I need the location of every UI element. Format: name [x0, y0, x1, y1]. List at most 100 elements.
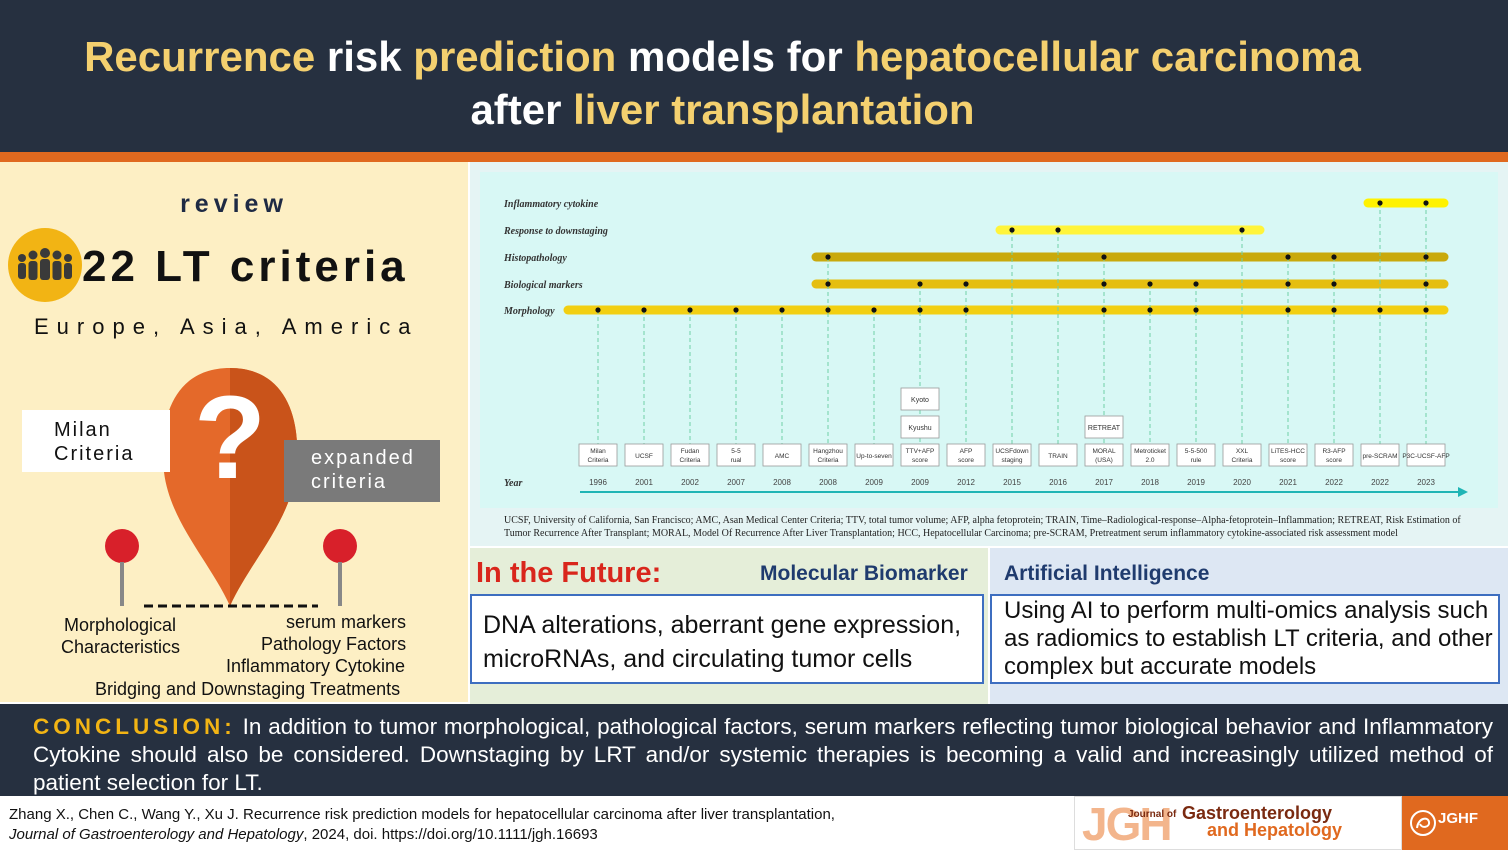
citation-line-2: Journal of Gastroenterology and Hepatolo… [9, 825, 835, 845]
jgh-logo: JGH [1082, 798, 1173, 850]
question-mark-glyph: ? [194, 372, 266, 504]
criterion-label: Kyoto [911, 397, 929, 404]
factor-dot [825, 307, 831, 313]
factor-dot [779, 307, 785, 313]
criterion-box [762, 443, 802, 467]
lt-criteria-count: 22 LT criteria [82, 242, 409, 291]
criterion-box [1084, 415, 1124, 439]
ai-text: Using AI to perform multi-omics analysis… [990, 594, 1500, 684]
header-banner [0, 0, 1508, 152]
year-tick-label: 2012 [957, 478, 975, 487]
people-group-icon [8, 228, 82, 302]
year-tick-label: 2008 [773, 478, 791, 487]
criterion-label: AMC [775, 453, 790, 460]
year-tick-label: 2021 [1279, 478, 1297, 487]
milan-line-1: Milan [54, 419, 112, 441]
future-heading: In the Future: [476, 557, 662, 589]
criterion-label: staging [1002, 457, 1023, 464]
criterion-box [854, 443, 894, 467]
expanded-criteria-box: expanded criteria [284, 440, 440, 502]
category-label: Histopathology [503, 253, 567, 264]
criterion-label: Up-to-seven [856, 453, 892, 460]
conclusion-body: In addition to tumor morphological, path… [33, 714, 1493, 795]
factor-dot [1101, 281, 1107, 287]
year-tick-label: 2020 [1233, 478, 1251, 487]
factor-dot [1423, 281, 1429, 287]
factor-dot [1285, 254, 1291, 260]
criterion-label: score [958, 457, 974, 464]
year-tick-label: 2009 [865, 478, 883, 487]
artificial-intelligence-heading: Artificial Intelligence [1004, 562, 1210, 585]
criterion-box [900, 415, 940, 439]
criteria-timeline-chart: Inflammatory cytokine Response to downsta… [503, 198, 1468, 497]
title-segment: models for [616, 33, 855, 80]
molecular-biomarker-text: DNA alterations, aberrant gene expressio… [470, 594, 984, 684]
axis-label: Year [504, 478, 522, 489]
factor-morph-line-1: Morphological [64, 615, 177, 635]
people-group-glyph [18, 248, 72, 280]
criterion-box [1360, 443, 1400, 467]
citation-journal: Journal of Gastroenterology and Hepatolo… [9, 826, 304, 843]
year-tick-label: 2001 [635, 478, 653, 487]
criterion-label: R3-AFP [1322, 448, 1345, 455]
factor-dot [825, 281, 831, 287]
factor-dot [871, 307, 877, 313]
title-segment: Recurrence [84, 33, 316, 80]
criterion-box [992, 443, 1032, 467]
factor-dot [1423, 200, 1429, 206]
year-tick-label: 2002 [681, 478, 699, 487]
abbreviation-footnote: UCSF, University of California, San Fran… [504, 515, 1461, 539]
criterion-label: 5-5 [731, 448, 741, 455]
title-segment: after [470, 86, 574, 133]
citation: Zhang X., Chen C., Wang Y., Xu J. Recurr… [9, 805, 835, 845]
factor-pathology: Pathology Factors [261, 634, 407, 654]
molecular-biomarker-heading: Molecular Biomarker [760, 562, 968, 585]
jghf-emblem-icon [1410, 810, 1436, 836]
criterion-box [716, 443, 756, 467]
factor-dot [687, 307, 693, 313]
year-tick-label: 1996 [589, 478, 607, 487]
factor-dot [1423, 307, 1429, 313]
conclusion-text: CONCLUSION: In addition to tumor morphol… [33, 713, 1493, 797]
milan-line-2: Criteria [54, 443, 135, 465]
criterion-box [1130, 443, 1170, 467]
factor-dot [1147, 281, 1153, 287]
category-label: Inflammatory cytokine [503, 199, 599, 210]
citation-doi: , 2024, doi. https://doi.org/10.1111/jgh… [303, 826, 598, 843]
factor-dot [595, 307, 601, 313]
factor-dot [1331, 307, 1337, 313]
criterion-label: 2.0 [1145, 457, 1154, 464]
factor-dot [1101, 307, 1107, 313]
year-tick-label: 2008 [819, 478, 837, 487]
criterion-label: score [1326, 457, 1342, 464]
year-tick-label: 2022 [1325, 478, 1343, 487]
expanded-line-1: expanded [311, 447, 415, 469]
criterion-box [1268, 443, 1308, 467]
factor-inflammatory: Inflammatory Cytokine [226, 656, 406, 676]
right-pin-head [323, 529, 357, 563]
factor-morphological: Morphological [64, 614, 176, 636]
jgh-gastroenterology: Gastroenterology [1182, 803, 1333, 823]
header-divider [0, 152, 1508, 162]
title-line-1: Recurrence risk prediction models for he… [0, 30, 1445, 83]
pin-shade [230, 368, 298, 606]
factor-dot [1193, 281, 1199, 287]
criterion-box [670, 443, 710, 467]
title-segment: risk [315, 33, 414, 80]
criterion-label: pre-SCRAM [1362, 453, 1397, 460]
factor-dot [1101, 254, 1107, 260]
jghf-logo: JGHF [1438, 810, 1479, 827]
criterion-label: P3C-UCSF-AFP [1402, 453, 1449, 460]
criterion-label: MORAL [1092, 448, 1116, 455]
criterion-label: TTV+AFP [906, 448, 935, 455]
criterion-label: Kyushu [908, 425, 931, 432]
factor-dot [1377, 307, 1383, 313]
factor-dot [1423, 254, 1429, 260]
factor-dot [1009, 227, 1015, 233]
year-tick-label: 2019 [1187, 478, 1205, 487]
factor-dot [917, 281, 923, 287]
factor-dot [963, 307, 969, 313]
conclusion-banner [0, 704, 1508, 796]
factor-morph-line-2: Characteristics [61, 637, 181, 657]
year-tick-label: 2023 [1417, 478, 1435, 487]
